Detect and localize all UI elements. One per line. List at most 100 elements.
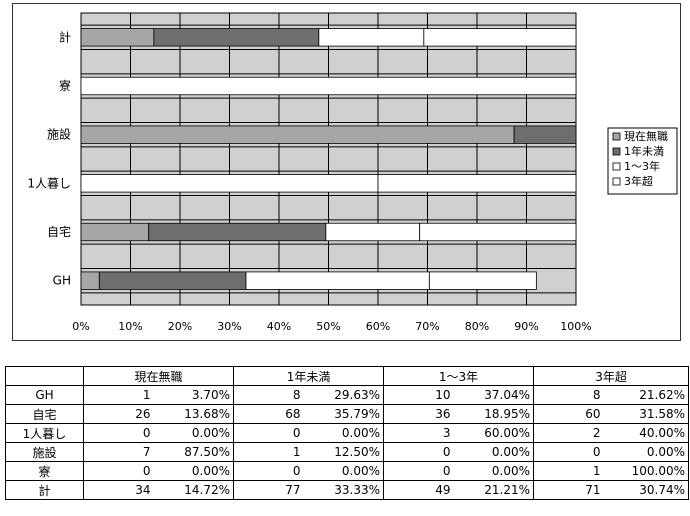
table-percent-cell: 14.72% [153, 480, 235, 500]
table-row-label: 自宅 [5, 404, 84, 424]
table-row: 寮 0 0.00% 0 0.00% 0 0.00% 1 100.00% [5, 461, 690, 481]
table-row-label: 施設 [5, 442, 84, 462]
table-percent-cell: 0.00% [453, 461, 535, 481]
table-count-cell: 34 [83, 480, 154, 500]
table-count-cell: 0 [233, 423, 304, 443]
table-percent-cell: 18.95% [453, 404, 535, 424]
bar-segment [80, 76, 577, 96]
table-percent-cell: 30.74% [603, 480, 690, 500]
bar-segment [377, 174, 577, 193]
bar-segment [98, 271, 247, 290]
table-percent-cell: 13.68% [153, 404, 235, 424]
table-header-cell: 1～3年 [383, 366, 535, 386]
table-corner-cell [5, 366, 84, 386]
bar-segment [80, 125, 515, 144]
x-tick-label: 20% [168, 320, 192, 333]
table-percent-cell: 29.63% [303, 385, 385, 405]
bar-segment [153, 28, 320, 47]
table-percent-cell: 0.00% [153, 423, 235, 443]
legend-label: 1年未満 [624, 144, 664, 158]
category-label: 1人暮し [27, 176, 71, 190]
category-label: 自宅 [47, 224, 71, 239]
table-percent-cell: 87.50% [153, 442, 235, 462]
table-count-cell: 8 [233, 385, 304, 405]
table-count-cell: 1 [83, 385, 154, 405]
category-label: 寮 [59, 78, 71, 93]
x-tick-label: 80% [465, 320, 489, 333]
table-header-cell: 1年未満 [233, 366, 385, 386]
x-tick-label: 10% [118, 320, 142, 333]
chart-frame: 計寮施設 1人暮し 自宅 GH 0% 10% 20% 30% 40% 50% 60% 70% 80% 90… [12, 3, 681, 341]
bar-segment [423, 28, 577, 47]
bar-segment [80, 222, 150, 242]
table-row: 施設 7 87.50% 1 12.50% 0 0.00% 0 0.00% [5, 442, 690, 462]
table-percent-cell: 0.00% [603, 442, 690, 462]
category-label: 施設 [47, 127, 71, 142]
bar-segment [245, 271, 430, 290]
table-count-cell: 36 [383, 404, 454, 424]
legend-swatch [612, 162, 621, 171]
table-body: GH 1 3.70% 8 29.63% 10 37.04% 8 21.62% 自宅 26 13.68%… [5, 385, 690, 500]
table-row-label: 計 [5, 480, 84, 500]
table-header-cell: 3年超 [533, 366, 690, 386]
x-tick-label: 0% [72, 320, 89, 333]
legend-swatch [612, 132, 621, 141]
table-row: 計 34 14.72% 77 33.33% 49 21.21% 71 30.74% [5, 480, 690, 500]
table-percent-cell: 37.04% [453, 385, 535, 405]
table-count-cell: 1 [533, 461, 604, 481]
table-percent-cell: 0.00% [303, 423, 385, 443]
bar-segment [148, 222, 327, 242]
table-percent-cell: 40.00% [603, 423, 690, 443]
table-row-label: 寮 [5, 461, 84, 481]
bar-segment [80, 271, 100, 290]
table-percent-cell: 100.00% [603, 461, 690, 481]
table-percent-cell: 31.58% [603, 404, 690, 424]
table-count-cell: 7 [83, 442, 154, 462]
table-count-cell: 77 [233, 480, 304, 500]
table-count-cell: 49 [383, 480, 454, 500]
table-row-label: GH [5, 385, 84, 405]
table-count-cell: 60 [533, 404, 604, 424]
bar-segment [513, 125, 577, 144]
table-percent-cell: 35.79% [303, 404, 385, 424]
table-count-cell: 2 [533, 423, 604, 443]
table-row-label: 1人暮し [5, 423, 84, 443]
legend-label: 3年超 [624, 174, 653, 188]
category-label: 計 [59, 29, 71, 44]
table-percent-cell: 3.70% [153, 385, 235, 405]
table-count-cell: 10 [383, 385, 454, 405]
bar-segment [419, 222, 577, 242]
table-percent-cell: 12.50% [303, 442, 385, 462]
table-row: GH 1 3.70% 8 29.63% 10 37.04% 8 21.62% [5, 385, 690, 405]
table-row: 自宅 26 13.68% 68 35.79% 36 18.95% 60 31.58% [5, 404, 690, 424]
table-header-cell: 現在無職 [82, 366, 235, 386]
category-label: GH [53, 274, 71, 288]
table-count-cell: 8 [533, 385, 604, 405]
x-tick-label: 40% [267, 320, 291, 333]
bar-segment [80, 174, 379, 193]
table-header-row: 現在無職 1年未満 1～3年 3年超 [5, 366, 690, 386]
table-count-cell: 26 [83, 404, 154, 424]
table-count-cell: 0 [533, 442, 604, 462]
table-count-cell: 3 [383, 423, 454, 443]
table-row: 1人暮し 0 0.00% 0 0.00% 3 60.00% 2 40.00% [5, 423, 690, 443]
table-count-cell: 1 [233, 442, 304, 462]
table-count-cell: 71 [533, 480, 604, 500]
table-percent-cell: 0.00% [453, 442, 535, 462]
x-tick-label: 70% [415, 320, 439, 333]
table-count-cell: 68 [233, 404, 304, 424]
table-count-cell: 0 [233, 461, 304, 481]
x-tick-label: 60% [366, 320, 390, 333]
bar-segment [428, 271, 537, 290]
bar-segment [325, 222, 421, 242]
legend-label: 1～3年 [624, 159, 660, 173]
table-percent-cell: 0.00% [303, 461, 385, 481]
table-count-cell: 0 [83, 461, 154, 481]
table-count-cell: 0 [83, 423, 154, 443]
x-tick-label: 30% [217, 320, 241, 333]
bar-segment [318, 28, 425, 47]
x-tick-label: 90% [514, 320, 538, 333]
bar-segment [80, 28, 155, 47]
legend-swatch [612, 147, 621, 156]
